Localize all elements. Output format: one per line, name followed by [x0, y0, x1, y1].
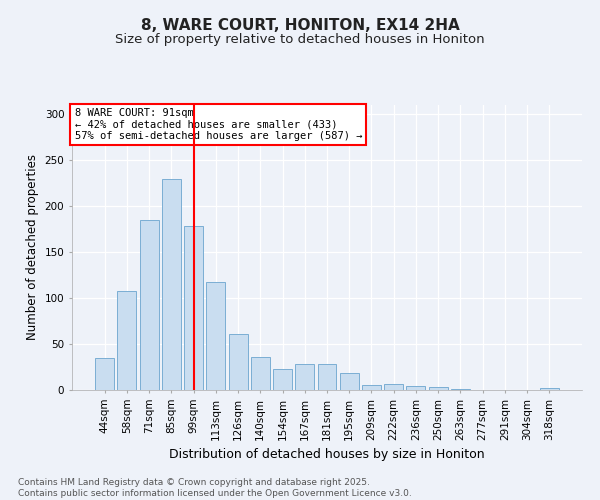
Bar	[406, 386, 425, 390]
Bar	[384, 384, 403, 390]
Bar	[317, 364, 337, 390]
Bar	[540, 388, 559, 390]
Bar	[362, 386, 381, 390]
Bar	[140, 220, 158, 390]
Bar	[95, 358, 114, 390]
Bar	[295, 364, 314, 390]
Bar	[229, 334, 248, 390]
Bar	[429, 387, 448, 390]
Bar	[184, 226, 203, 390]
Bar	[451, 389, 470, 390]
Bar	[340, 374, 359, 390]
X-axis label: Distribution of detached houses by size in Honiton: Distribution of detached houses by size …	[169, 448, 485, 461]
Bar	[273, 369, 292, 390]
Text: Size of property relative to detached houses in Honiton: Size of property relative to detached ho…	[115, 32, 485, 46]
Bar	[162, 178, 181, 390]
Bar	[118, 290, 136, 390]
Y-axis label: Number of detached properties: Number of detached properties	[26, 154, 39, 340]
Text: Contains HM Land Registry data © Crown copyright and database right 2025.
Contai: Contains HM Land Registry data © Crown c…	[18, 478, 412, 498]
Bar	[251, 357, 270, 390]
Text: 8 WARE COURT: 91sqm
← 42% of detached houses are smaller (433)
57% of semi-detac: 8 WARE COURT: 91sqm ← 42% of detached ho…	[74, 108, 362, 141]
Text: 8, WARE COURT, HONITON, EX14 2HA: 8, WARE COURT, HONITON, EX14 2HA	[140, 18, 460, 32]
Bar	[206, 282, 225, 390]
